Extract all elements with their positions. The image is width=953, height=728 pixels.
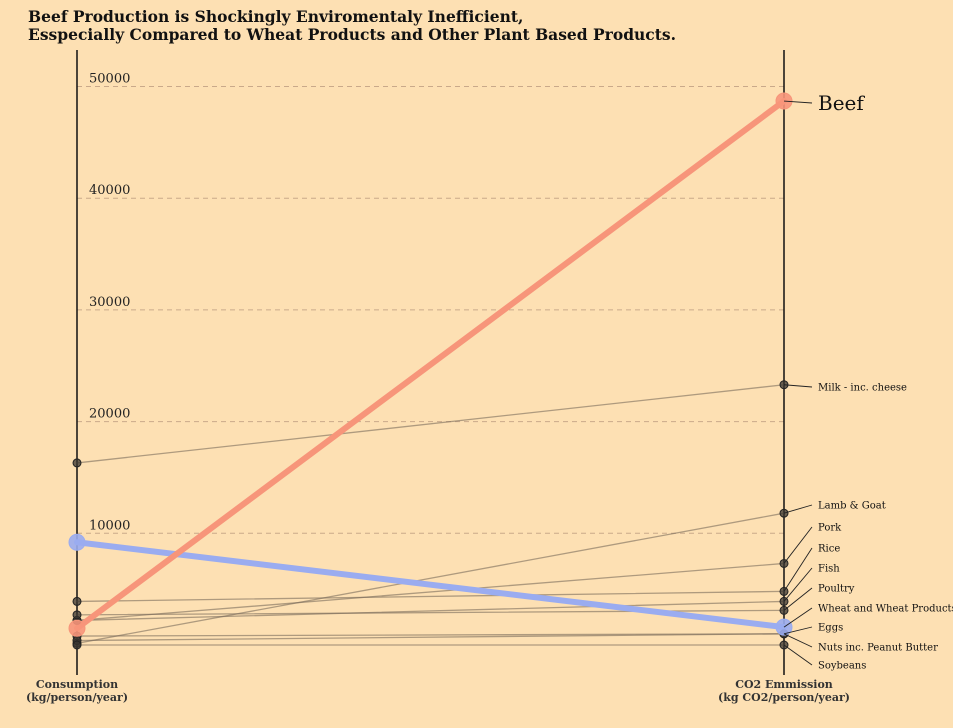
leader-line-fish bbox=[783, 567, 813, 602]
point-consumption-soybeans bbox=[72, 640, 82, 650]
series-label-milk-inc-cheese: Milk - inc. cheese bbox=[818, 383, 907, 394]
leader-line-rice bbox=[783, 547, 813, 592]
series-label-wheat-and-wheat-products: Wheat and Wheat Products bbox=[818, 604, 953, 615]
leader-line-beef bbox=[783, 100, 813, 104]
y-tick-labels: 10000 20000 30000 40000 50000 bbox=[89, 72, 130, 534]
leader-line-soybeans bbox=[783, 644, 813, 666]
series-labels: Beef Milk - inc. cheese Lamb & Goat Pork Ric… bbox=[783, 91, 953, 672]
leader-line-eggs bbox=[783, 626, 813, 635]
point-consumption-milk-inc-cheese bbox=[72, 458, 82, 468]
point-consumption-poultry bbox=[72, 610, 82, 620]
series-label-rice: Rice bbox=[818, 544, 840, 555]
series-label-poultry: Poultry bbox=[818, 584, 855, 595]
series-line-wheat-and-wheat-products bbox=[74, 539, 787, 631]
leader-line-lamb-goat bbox=[783, 504, 813, 514]
gridlines bbox=[77, 86, 784, 534]
left-axis-label-line-1: Consumption bbox=[36, 678, 118, 691]
point-consumption-wheat-and-wheat-products bbox=[68, 533, 86, 551]
y-tick-label: 20000 bbox=[89, 407, 130, 422]
series-line-lamb-goat bbox=[76, 512, 785, 644]
series-line-fish bbox=[76, 600, 785, 622]
series-line-pork bbox=[76, 562, 785, 622]
series-label-soybeans: Soybeans bbox=[818, 661, 866, 672]
series-line-milk-inc-cheese bbox=[76, 384, 785, 464]
leader-line-nuts-inc-peanut-butter bbox=[783, 633, 813, 648]
point-consumption-beef bbox=[68, 619, 86, 637]
left-axis-label-line-2: (kg/person/year) bbox=[26, 691, 128, 704]
series-label-nuts-inc-peanut-butter: Nuts inc. Peanut Butter bbox=[818, 643, 938, 654]
series-label-beef: Beef bbox=[818, 91, 865, 115]
leader-line-wheat-and-wheat-products bbox=[783, 607, 813, 628]
series-line-beef bbox=[74, 98, 787, 632]
point-consumption-rice bbox=[72, 596, 82, 606]
series-line-eggs bbox=[76, 633, 785, 637]
leader-line-milk-inc-cheese bbox=[783, 384, 813, 388]
leader-line-pork bbox=[783, 526, 813, 564]
series-line-rice bbox=[76, 590, 785, 603]
series-label-eggs: Eggs bbox=[818, 623, 843, 634]
series-lines bbox=[74, 98, 787, 646]
leader-line-poultry bbox=[783, 587, 813, 611]
y-tick-label: 30000 bbox=[89, 295, 130, 310]
right-axis-label-line-1: CO2 Emmission bbox=[735, 678, 833, 691]
series-label-lamb-goat: Lamb & Goat bbox=[818, 501, 886, 512]
y-tick-label: 40000 bbox=[89, 183, 130, 198]
series-line-nuts-inc-peanut-butter bbox=[76, 633, 785, 642]
series-label-pork: Pork bbox=[818, 523, 842, 534]
chart-title-line-1: Beef Production is Shockingly Enviroment… bbox=[28, 7, 523, 26]
right-axis-label-line-2: (kg CO2/person/year) bbox=[718, 691, 850, 704]
series-label-fish: Fish bbox=[818, 564, 840, 575]
chart-title-line-2: Esspecially Compared to Wheat Products a… bbox=[28, 25, 676, 44]
y-tick-label: 10000 bbox=[89, 518, 130, 533]
y-tick-label: 50000 bbox=[89, 72, 130, 87]
